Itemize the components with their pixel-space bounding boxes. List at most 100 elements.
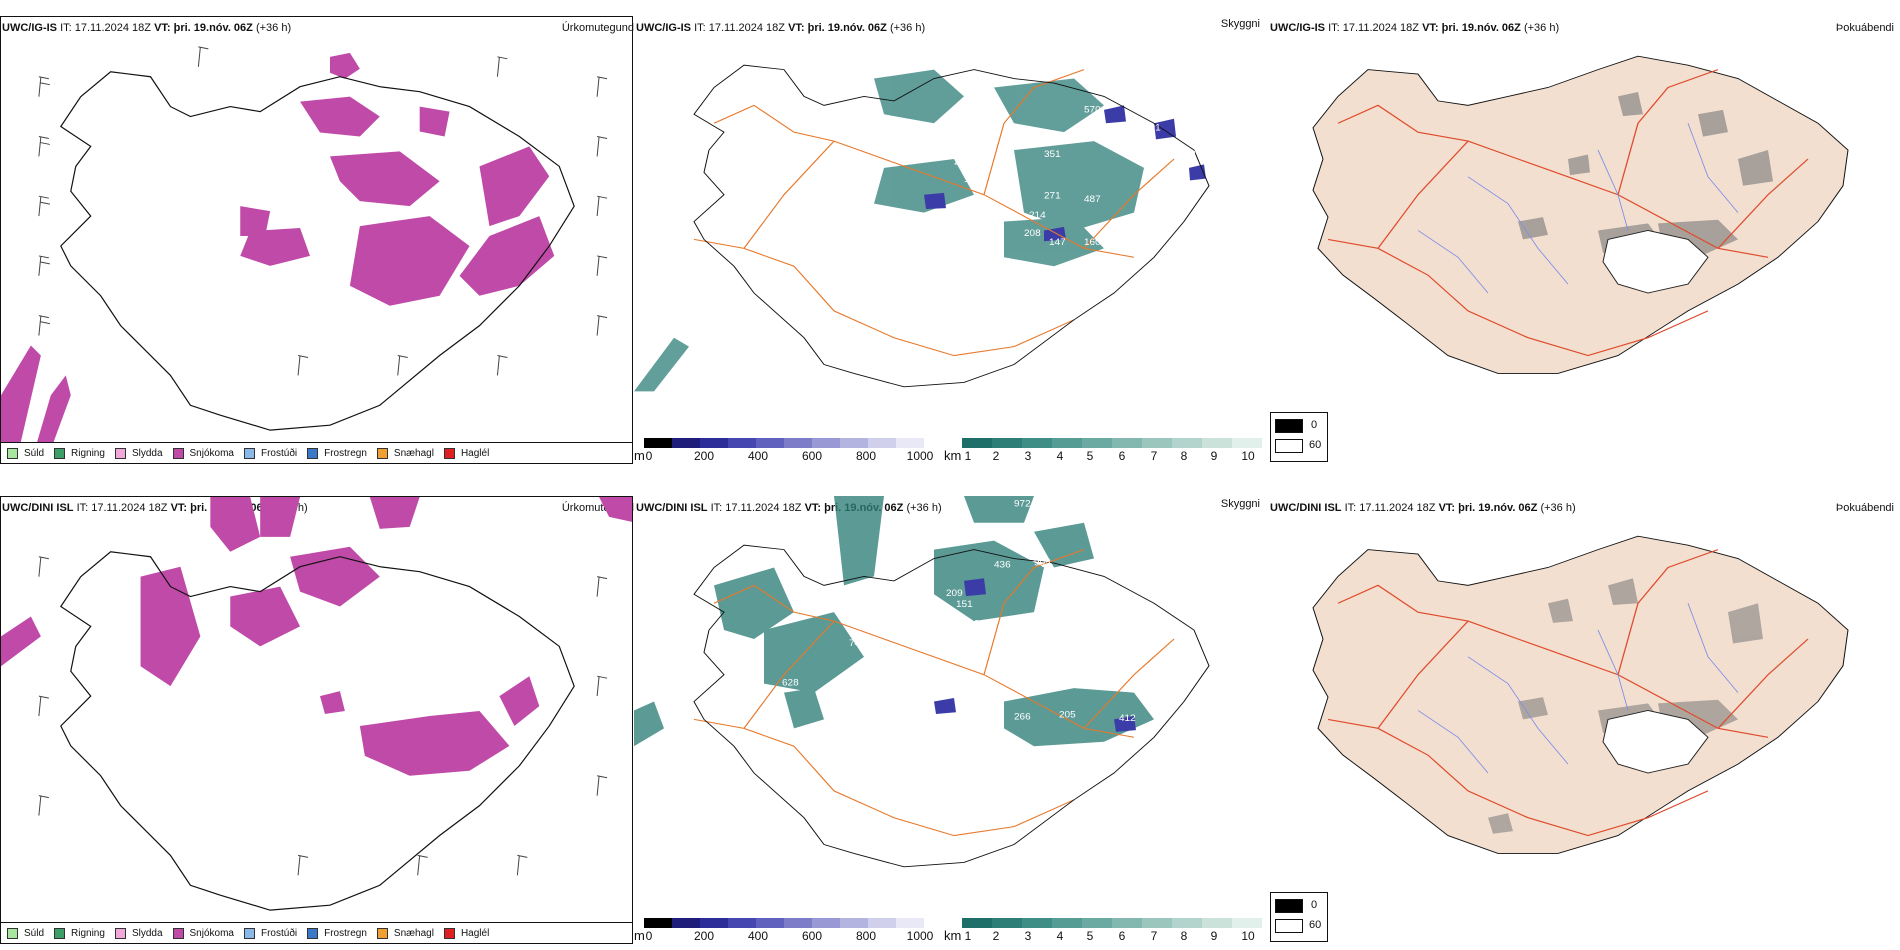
visibility-map: 233 570 101 472 351 261 146 271 487 89 2… (634, 64, 1210, 392)
ceiling-cbar-cell (700, 918, 728, 928)
cbar-tick: 2 (992, 929, 1000, 943)
low-visibility-areas (634, 496, 1154, 747)
ceiling-cbar-cell (672, 438, 700, 448)
wind-barbs (38, 556, 608, 876)
map-frame: Súld Rigning Slydda Snjókoma Frostúði Fr… (0, 496, 633, 944)
cbar-tick: 1000 (906, 929, 934, 943)
glacier-white (1602, 230, 1709, 294)
cbar-tick: 1 (964, 449, 972, 463)
ceiling-label: 742 (849, 639, 866, 649)
cbar-tick: 0 (645, 929, 653, 943)
ceiling-cbar-cell (728, 918, 756, 928)
legend-swatch (7, 447, 18, 459)
product-name: Þokuábendi (1835, 22, 1894, 34)
roads (1327, 69, 1809, 357)
legend-swatch (114, 447, 126, 459)
cbar-tick: 400 (747, 449, 769, 463)
visibility-cbar-cell (1202, 918, 1232, 928)
fog-label-low: 0 (1311, 899, 1318, 911)
low-ceiling-areas (934, 578, 1136, 732)
ceiling-cbar-cell (812, 918, 840, 928)
visibility-unit: km (944, 448, 962, 463)
visibility-cbar-cell (1082, 918, 1112, 928)
ceiling-cbar-cell (896, 438, 924, 448)
product-name: Skyggni (1220, 18, 1260, 30)
rivers (1417, 123, 1739, 294)
ceiling-label: 233 (934, 123, 951, 133)
cbar-tick: 6 (1118, 449, 1126, 463)
legend-item: Frostregn (307, 927, 367, 939)
legend-item: Haglél (443, 927, 489, 939)
precip-type-map (1, 497, 632, 911)
fog-label-high: 60 (1309, 439, 1322, 451)
fog-legend: 0 60 (1270, 892, 1328, 942)
legend-item: Snæhagl (376, 927, 434, 939)
ceiling-label: 412 (1119, 714, 1136, 724)
legend-item: Snjókoma (172, 447, 234, 459)
panel-title: UWC/IG-IS IT: 17.11.2024 18Z VT: þri. 19… (1270, 22, 1560, 34)
panel-title: UWC/DINI ISL IT: 17.11.2024 18Z VT: þri.… (1270, 502, 1576, 514)
legend-swatch (172, 447, 184, 459)
cbar-tick: 10 (1241, 449, 1255, 463)
legend-item: Slydda (114, 927, 163, 939)
legend-swatch (376, 927, 388, 939)
cbar-tick: 10 (1241, 929, 1255, 943)
product-name: Þokuábendi (1835, 502, 1894, 514)
legend-item: Haglél (443, 447, 489, 459)
cbar-tick: 4 (1056, 929, 1064, 943)
cbar-tick: 800 (855, 449, 877, 463)
visibility-cbar-cell (1112, 438, 1142, 448)
panel-top-visibility: UWC/IG-IS IT: 17.11.2024 18Z VT: þri. 19… (634, 0, 1266, 470)
ceiling-label: 151 (956, 599, 973, 609)
ceiling-colorbar-svg (644, 438, 924, 448)
ceiling-label: 101 (1144, 123, 1161, 133)
ceiling-label: 472 (1179, 150, 1196, 160)
legend-swatch (243, 927, 255, 939)
ceiling-label: 351 (1044, 150, 1061, 160)
visibility-cbar-cell (1232, 918, 1262, 928)
ceiling-cbar-cell (784, 438, 812, 448)
visibility-cbar-cell (1052, 918, 1082, 928)
legend-swatch (54, 927, 66, 939)
low-visibility-areas (634, 69, 1144, 392)
ceiling-label: 209 (946, 589, 963, 599)
ceiling-label: 241 (889, 681, 906, 691)
visibility-unit: km (944, 928, 962, 943)
ceiling-label: 570 (1084, 105, 1101, 115)
visibility-cbar-cell (992, 438, 1022, 448)
ceiling-label: 271 (1044, 191, 1061, 201)
cbar-tick: 400 (747, 929, 769, 943)
visibility-cbar-cell (962, 918, 992, 928)
ceiling-label: 132 (879, 235, 896, 245)
ceiling-colorbar: m 0 200 400 600 800 1000 (634, 438, 938, 468)
cbar-tick: 6 (1118, 929, 1126, 943)
ceiling-cbar-cell (812, 438, 840, 448)
roads (693, 69, 1175, 357)
visibility-cbar-cell (1052, 438, 1082, 448)
ceiling-cbar-cell (840, 438, 868, 448)
legend-item: Snæhagl (376, 447, 434, 459)
visibility-cbar-cell (1082, 438, 1112, 448)
visibility-cbar-cell (1022, 918, 1052, 928)
cbar-tick: 0 (645, 449, 653, 463)
ceiling-cbar-cell (728, 438, 756, 448)
legend-item: Slydda (114, 447, 163, 459)
ceiling-label: 972 (1014, 499, 1031, 509)
visibility-cbar-cell (1232, 438, 1262, 448)
visibility-colorbar: km 1 2 3 4 5 6 7 8 9 10 (944, 918, 1266, 948)
cbar-tick: 200 (693, 449, 715, 463)
rivers (1417, 603, 1739, 774)
legend-item: Súld (7, 447, 44, 459)
cbar-tick: 200 (693, 929, 715, 943)
visibility-cbar-cell (962, 438, 992, 448)
visibility-cbar-cell (1202, 438, 1232, 448)
cbar-tick: 2 (992, 449, 1000, 463)
ceiling-cbar-cell (868, 438, 896, 448)
ceiling-cbar-cell (784, 918, 812, 928)
ceiling-cbar-cell (644, 918, 672, 928)
legend-item: Frostúði (243, 927, 297, 939)
ceiling-label: 205 (1059, 710, 1076, 720)
cbar-tick: 1 (964, 929, 972, 943)
precip-legend: Súld Rigning Slydda Snjókoma Frostúði Fr… (1, 922, 632, 943)
legend-swatch (376, 447, 388, 459)
